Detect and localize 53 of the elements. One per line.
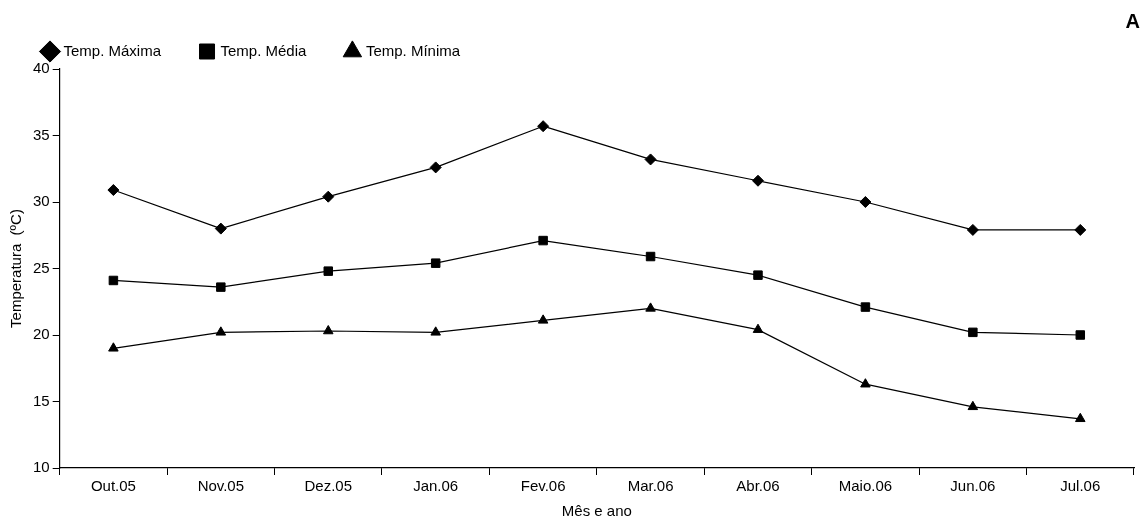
- x-tick-label: Dez.05: [304, 477, 353, 495]
- point: [322, 190, 335, 203]
- point: [751, 174, 764, 187]
- legend-label: Temp. Mínima: [365, 41, 461, 59]
- y-tick-label: 40: [33, 59, 50, 77]
- x-tick-label: Jul.06: [1060, 477, 1101, 495]
- point: [108, 275, 119, 286]
- legend-label: Temp. Média: [220, 41, 308, 59]
- y-tick-label: 10: [33, 458, 50, 476]
- y-axis-title: Temperatura (ºC): [7, 209, 25, 328]
- point: [968, 327, 978, 338]
- point: [430, 258, 441, 268]
- point: [644, 153, 657, 166]
- point: [216, 282, 226, 292]
- x-tick-label: Abr.06: [736, 477, 780, 495]
- x-tick-label: Fev.06: [520, 477, 566, 495]
- point: [323, 266, 334, 276]
- x-tick-label: Mar.06: [627, 477, 674, 495]
- y-tick-label: 20: [33, 325, 50, 343]
- x-tick-label: Out.05: [90, 477, 136, 495]
- x-tick-label: Jun.06: [950, 477, 996, 495]
- x-tick-label: Maio.06: [838, 477, 893, 495]
- x-tick-label: Nov.05: [197, 477, 245, 495]
- x-axis-title: Mês e ano: [561, 502, 632, 520]
- point: [1075, 412, 1086, 423]
- text: A: [1125, 9, 1140, 32]
- point: [108, 342, 119, 352]
- point: [752, 323, 764, 333]
- y-tick-label: 35: [33, 125, 50, 143]
- point: [1074, 223, 1087, 236]
- point: [967, 400, 979, 411]
- y-tick-label: 30: [33, 192, 50, 210]
- point: [429, 161, 442, 174]
- point: [1075, 330, 1086, 340]
- point: [860, 378, 871, 388]
- x-tick-label: Jan.06: [413, 477, 459, 495]
- point: [537, 314, 549, 324]
- y-tick-label: 25: [33, 258, 50, 276]
- point: [107, 184, 120, 197]
- point: [859, 196, 872, 208]
- point: [538, 235, 548, 246]
- point: [323, 325, 334, 335]
- point: [537, 120, 550, 133]
- point: [645, 251, 656, 262]
- point: [645, 302, 656, 312]
- point: [430, 326, 441, 336]
- point: [966, 223, 979, 236]
- point: [860, 302, 871, 312]
- point: [215, 326, 227, 336]
- y-tick-label: 15: [33, 391, 50, 409]
- point: [214, 222, 227, 235]
- point: [753, 270, 763, 280]
- legend-label: Temp. Máxima: [63, 41, 162, 59]
